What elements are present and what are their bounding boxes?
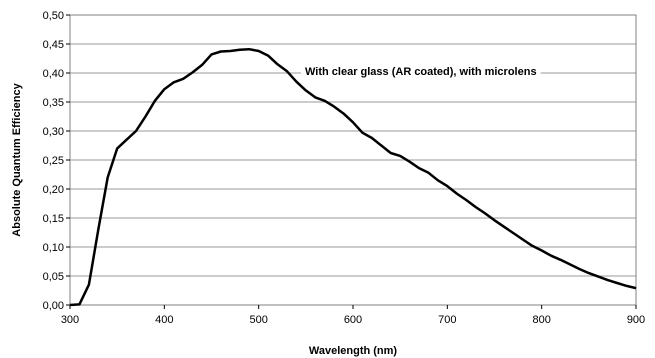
series-layer <box>69 47 637 307</box>
y-tick-label: 0,35 <box>43 97 64 109</box>
y-tick-label: 0,50 <box>43 10 64 22</box>
x-axis: 300 400 500 600 700 800 900 <box>61 305 645 326</box>
annotation-box: With clear glass (AR coated), with micro… <box>301 63 541 79</box>
x-tick-label: 300 <box>61 314 79 326</box>
x-tick-label: 600 <box>344 314 362 326</box>
y-tick-label: 0,25 <box>43 155 64 167</box>
y-tick-label: 0,30 <box>43 126 64 138</box>
y-axis: 0,00 0,05 0,10 0,15 0,20 0,25 0,30 0,35 0,40 0,45… <box>43 10 70 312</box>
x-tick-label: 500 <box>249 314 267 326</box>
x-tick-label: 900 <box>627 314 645 326</box>
y-tick-label: 0,45 <box>43 39 64 51</box>
y-tick-label: 0,40 <box>43 68 64 80</box>
qe-line <box>69 47 637 307</box>
gridlines <box>70 43 636 277</box>
y-tick-label: 0,10 <box>43 242 64 254</box>
x-axis-title: Wavelength (nm) <box>309 345 398 357</box>
y-tick-label: 0,05 <box>43 271 64 283</box>
y-tick-label: 0,20 <box>43 184 64 196</box>
annotation-background <box>301 63 541 79</box>
x-tick-label: 800 <box>532 314 550 326</box>
y-tick-label: 0,15 <box>43 213 64 225</box>
annotation-label: With clear glass (AR coated), with micro… <box>305 66 537 78</box>
x-tick-label: 400 <box>155 314 173 326</box>
x-tick-label: 700 <box>438 314 456 326</box>
y-tick-label: 0,00 <box>43 300 64 312</box>
y-axis-title: Absolute Quantum Efficiency <box>11 82 23 236</box>
